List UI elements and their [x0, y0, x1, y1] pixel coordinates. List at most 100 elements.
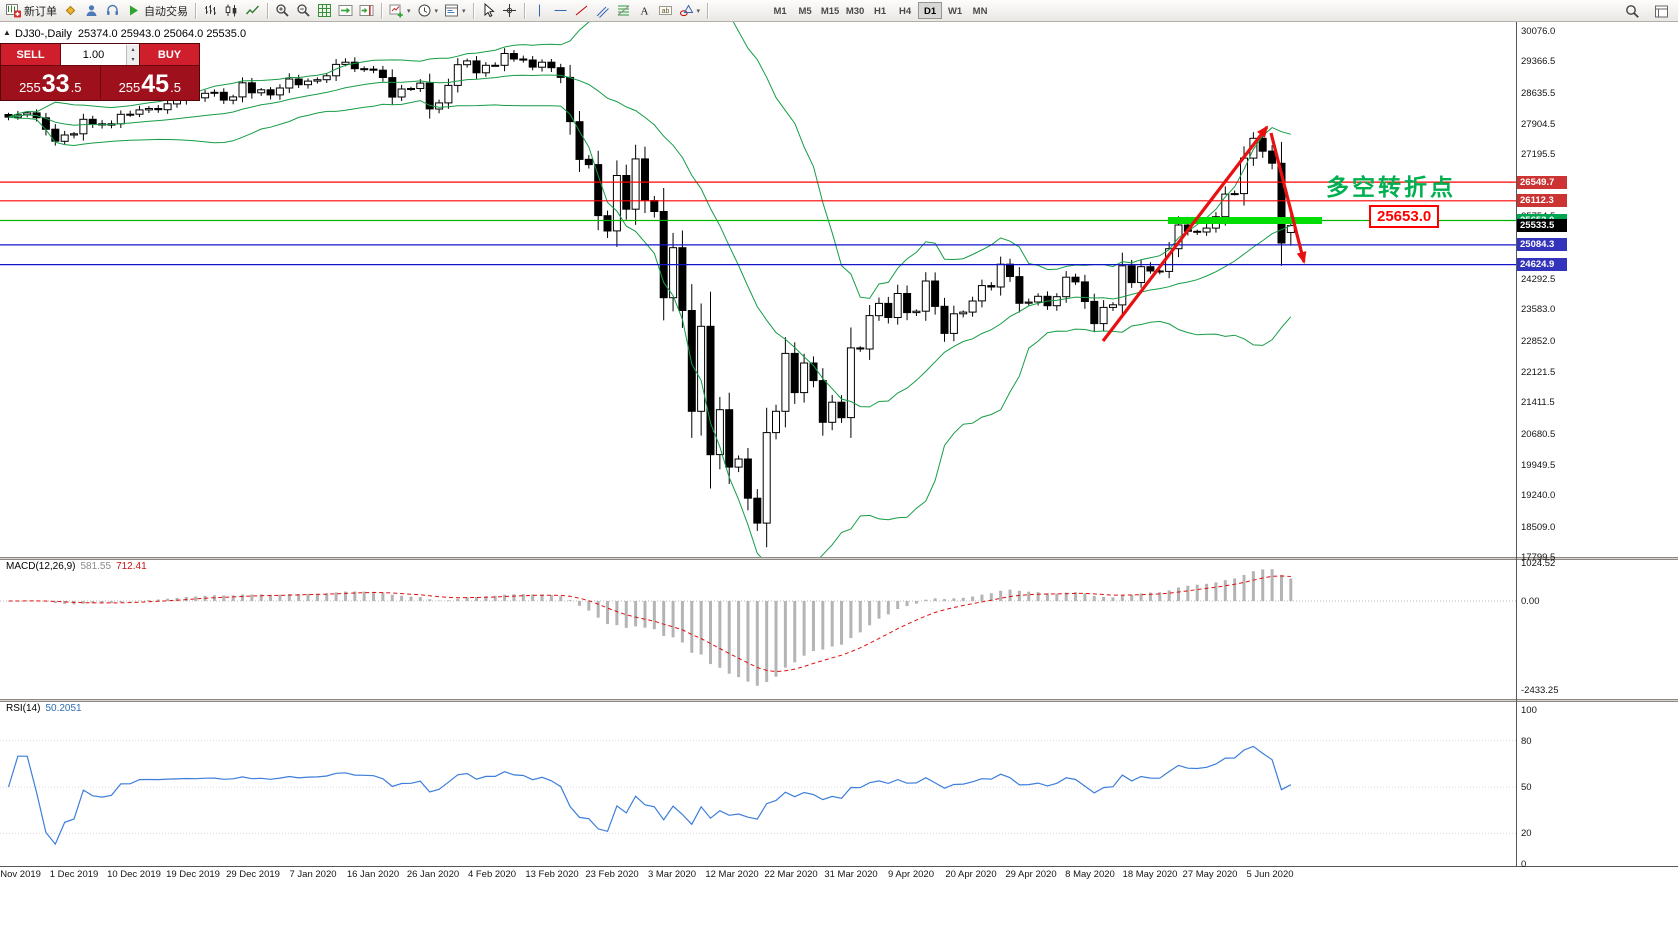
volume-input[interactable]: 1.00 ▴ ▾ [61, 44, 139, 65]
trade-panel-collapse-icon[interactable]: ▲ [3, 28, 11, 37]
trend-arrow-down[interactable] [1269, 132, 1307, 264]
timeframe-mn-button[interactable]: MN [972, 6, 988, 17]
sell-button[interactable]: SELL [1, 44, 61, 65]
chart-title: DJ30-,Daily 25374.0 25943.0 25064.0 25535… [15, 28, 252, 40]
chart-shift-button[interactable] [356, 1, 377, 20]
templates-button[interactable]: ▾ [441, 1, 469, 20]
date-tick: 13 Feb 2020 [525, 869, 579, 880]
step-up-icon[interactable]: ▴ [127, 44, 139, 55]
zoom-in-button[interactable] [272, 1, 293, 20]
date-tick: 10 Dec 2019 [107, 869, 161, 880]
fibonacci-button[interactable] [613, 1, 634, 20]
one-click-trading-panel: SELL 1.00 ▴ ▾ BUY 255 33.5 255 45.5 [0, 43, 200, 101]
trendline-button[interactable] [571, 1, 592, 20]
annotation-turning-point-text: 多空转折点 [1326, 174, 1456, 200]
chevron-down-icon[interactable]: ▾ [407, 7, 411, 15]
panel-separator-macd[interactable] [0, 557, 1678, 560]
main-chart-panel[interactable] [0, 22, 1516, 558]
autotrade-button[interactable]: 自动交易 [123, 1, 191, 20]
price-tick: 22121.5 [1521, 367, 1556, 378]
price-axis[interactable] [1516, 22, 1517, 866]
timeframe-m30-button[interactable]: M30 [845, 6, 865, 17]
community-button[interactable] [102, 1, 123, 20]
buy-button[interactable]: BUY [139, 44, 199, 65]
toolbar-separator [381, 2, 382, 19]
periods-button[interactable]: ▾ [414, 1, 442, 20]
bollinger-lower [8, 100, 1292, 558]
buy-price[interactable]: 255 45.5 [101, 66, 200, 99]
rsi-tick: 50 [1521, 782, 1532, 793]
step-down-icon[interactable]: ▾ [127, 54, 139, 65]
new-order-button[interactable]: 新订单 [3, 1, 60, 20]
shapes-button[interactable]: ▾ [676, 1, 704, 20]
date-tick: 20 Apr 2020 [945, 869, 997, 880]
timeframe-d1-button[interactable]: D1 [918, 2, 943, 19]
horizontal-line-button[interactable] [550, 1, 571, 20]
window-list-button[interactable] [1651, 2, 1672, 21]
date-tick: 24 Nov 2019 [0, 869, 41, 880]
support-zone-bar[interactable] [1168, 217, 1322, 224]
cursor-icon [481, 3, 496, 18]
autotrade-label: 自动交易 [144, 5, 188, 18]
date-tick: 7 Jan 2020 [289, 869, 337, 880]
horizontal-line-icon [553, 3, 568, 18]
volume-value: 1.00 [82, 48, 105, 61]
trend-arrow-up[interactable] [1101, 125, 1269, 342]
toolbar-separator [472, 2, 474, 19]
channel-icon [595, 3, 610, 18]
indicators-button[interactable]: ▾ [386, 1, 414, 20]
timeframe-h1-button[interactable]: H1 [873, 6, 887, 17]
candle-chart-button[interactable] [221, 1, 242, 20]
timeframe-w1-button[interactable]: W1 [947, 6, 963, 17]
label-button[interactable]: ab [655, 1, 676, 20]
new-order-label: 新订单 [24, 5, 57, 18]
cursor-button[interactable] [478, 1, 499, 20]
svg-text:ab: ab [661, 8, 669, 15]
rsi-tick: 20 [1521, 828, 1532, 839]
toolbar-separator [267, 2, 268, 19]
search-button[interactable] [1622, 2, 1643, 21]
rsi-line [7, 745, 1292, 846]
timeframe-m1-button[interactable]: M1 [773, 6, 787, 17]
panel-separator-rsi[interactable] [0, 699, 1678, 702]
chevron-down-icon[interactable]: ▾ [696, 7, 701, 15]
timeframe-m5-button[interactable]: M5 [798, 6, 812, 17]
zoom-out-icon [296, 3, 311, 18]
macd-tick: 0.00 [1521, 596, 1540, 607]
bar-chart-button[interactable] [200, 1, 221, 20]
date-tick: 23 Feb 2020 [585, 869, 639, 880]
indicators-icon [389, 3, 404, 18]
timeframe-m15-button[interactable]: M15 [820, 6, 840, 17]
price-tick: 29366.5 [1521, 56, 1556, 67]
tile-windows-icon [317, 3, 332, 18]
profile-button[interactable] [81, 1, 102, 20]
date-tick: 12 Mar 2020 [705, 869, 759, 880]
vertical-line-button[interactable] [529, 1, 550, 20]
timeframe-h4-button[interactable]: H4 [898, 6, 912, 17]
trendline-icon [574, 3, 589, 18]
volume-stepper[interactable]: ▴ ▾ [126, 44, 139, 65]
auto-scroll-button[interactable] [335, 1, 356, 20]
chevron-down-icon[interactable]: ▾ [434, 7, 439, 15]
crosshair-button[interactable] [499, 1, 520, 20]
channel-button[interactable] [592, 1, 613, 20]
rsi-tick: 80 [1521, 736, 1532, 747]
auto-scroll-icon [338, 3, 353, 18]
level-price-label: 26549.7 [1517, 176, 1567, 189]
date-tick: 1 Dec 2019 [49, 869, 99, 880]
line-chart-button[interactable] [242, 1, 263, 20]
rsi-tick: 100 [1521, 705, 1537, 716]
candlestick-series [4, 48, 1295, 548]
text-button[interactable]: A [634, 1, 655, 20]
price-tick: 27904.5 [1521, 119, 1556, 130]
shapes-icon [679, 3, 694, 18]
chevron-down-icon[interactable]: ▾ [462, 7, 466, 15]
rsi-panel[interactable] [0, 702, 1516, 866]
macd-signal-value: 712.41 [116, 561, 147, 572]
zoom-out-button[interactable] [293, 1, 314, 20]
macd-panel[interactable] [0, 560, 1516, 700]
sell-price[interactable]: 255 33.5 [1, 66, 101, 99]
market-button[interactable] [60, 1, 81, 20]
templates-icon [444, 3, 459, 18]
tile-windows-button[interactable] [314, 1, 335, 20]
